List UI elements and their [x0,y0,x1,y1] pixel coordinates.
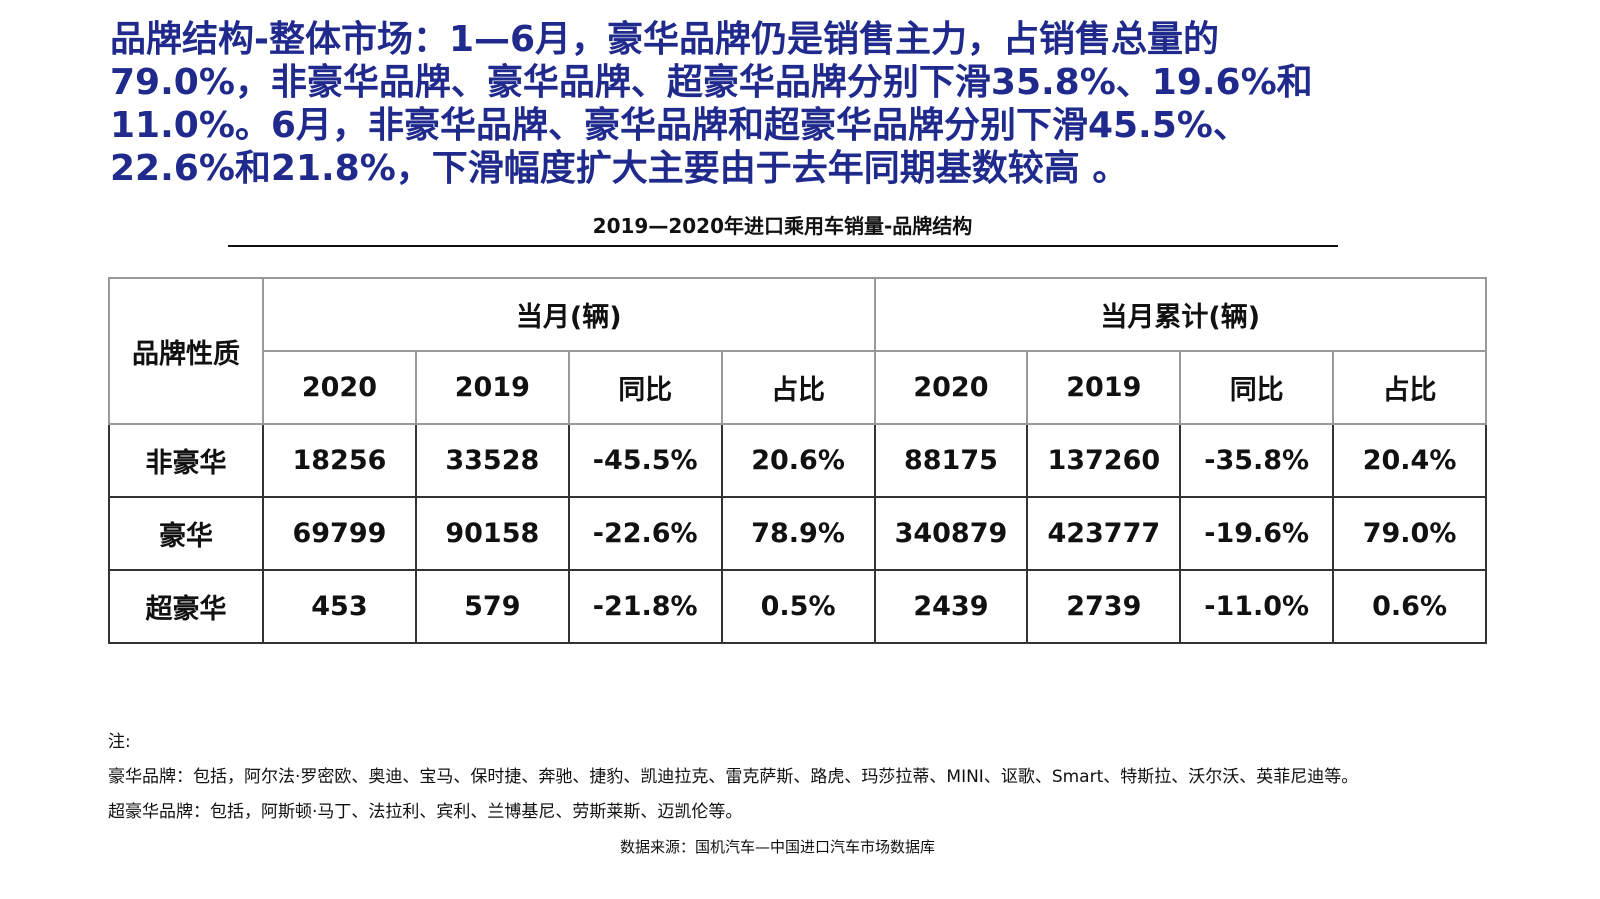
table-row: 非豪华 18256 33528 -45.5% 20.6% 88175 137260 -35.8… [108,423,1487,498]
sub-header: 2019 [414,350,570,425]
table-cell: 33528 [414,423,570,498]
note-super-luxury: 超豪华品牌：包括，阿斯顿·马丁、法拉利、宾利、兰博基尼、劳斯莱斯、迈凯伦等。 [108,802,743,822]
headline-line: 79.0%，非豪华品牌、豪华品牌、超豪华品牌分别下滑35.8%、19.6%和 [110,62,1313,103]
sub-header: 同比 [567,350,723,425]
row-label: 豪华 [108,496,264,571]
table-cell: 0.5% [720,569,876,644]
note-luxury: 豪华品牌：包括，阿尔法·罗密欧、奥迪、宝马、保时捷、奔驰、捷豹、凯迪拉克、雷克萨… [108,767,1359,787]
table-title: 2019—2020年进口乘用车销量-品牌结构 [592,214,973,238]
table-cell: -19.6% [1179,496,1335,571]
table-cell: 453 [262,569,417,644]
table-cell: 2439 [873,569,1029,644]
table-cell: -35.8% [1179,423,1335,498]
table-cell: 579 [414,569,570,644]
table-cell: 423777 [1026,496,1182,571]
table-cell: 88175 [873,423,1029,498]
table-cell: 78.9% [720,496,876,571]
notes-label: 注: [108,732,131,752]
headline-line: 22.6%和21.8%，下滑幅度扩大主要由于去年同期基数较高 。 [110,148,1129,189]
table-cell: -45.5% [567,423,723,498]
sub-header: 2020 [873,350,1029,425]
group-header-monthly: 当月(辆) [262,277,876,352]
table-cell: 20.6% [720,423,876,498]
headline: 品牌结构-整体市场：1—6月，豪华品牌仍是销售主力，占销售总量的 79.0%，非… [110,18,1510,190]
title-divider [228,245,1338,247]
row-label: 超豪华 [108,569,264,644]
sub-header: 2019 [1026,350,1182,425]
table-cell: 90158 [414,496,570,571]
sub-header: 同比 [1179,350,1335,425]
brand-structure-table: 品牌性质 当月(辆) 当月累计(辆) 2020 2019 同比 占比 2020 2019 同… [108,277,1487,644]
table-cell: 0.6% [1332,569,1487,644]
headline-line: 11.0%。6月，非豪华品牌、豪华品牌和超豪华品牌分别下滑45.5%、 [110,105,1249,146]
table-cell: -22.6% [567,496,723,571]
table-row: 豪华 69799 90158 -22.6% 78.9% 340879 423777 -19.6… [108,496,1487,571]
table-cell: 20.4% [1332,423,1487,498]
table-cell: 137260 [1026,423,1182,498]
data-source: 数据来源：国机汽车—中国进口汽车市场数据库 [619,838,935,856]
notes: 注: 豪华品牌：包括，阿尔法·罗密欧、奥迪、宝马、保时捷、奔驰、捷豹、凯迪拉克、… [108,725,1358,830]
table-cell: 2739 [1026,569,1182,644]
headline-line: 品牌结构-整体市场：1—6月，豪华品牌仍是销售主力，占销售总量的 [110,19,1220,60]
sub-header: 占比 [1332,350,1487,425]
table-cell: 69799 [262,496,417,571]
group-header-cumulative: 当月累计(辆) [873,277,1487,352]
sub-header: 2020 [262,350,417,425]
table-row: 超豪华 453 579 -21.8% 0.5% 2439 2739 -11.0% 0.6% [108,569,1487,644]
table-cell: 340879 [873,496,1029,571]
table-cell: -21.8% [567,569,723,644]
row-label: 非豪华 [108,423,264,498]
table-cell: -11.0% [1179,569,1335,644]
row-header: 品牌性质 [108,277,264,425]
table-cell: 79.0% [1332,496,1487,571]
table-cell: 18256 [262,423,417,498]
sub-header: 占比 [720,350,876,425]
